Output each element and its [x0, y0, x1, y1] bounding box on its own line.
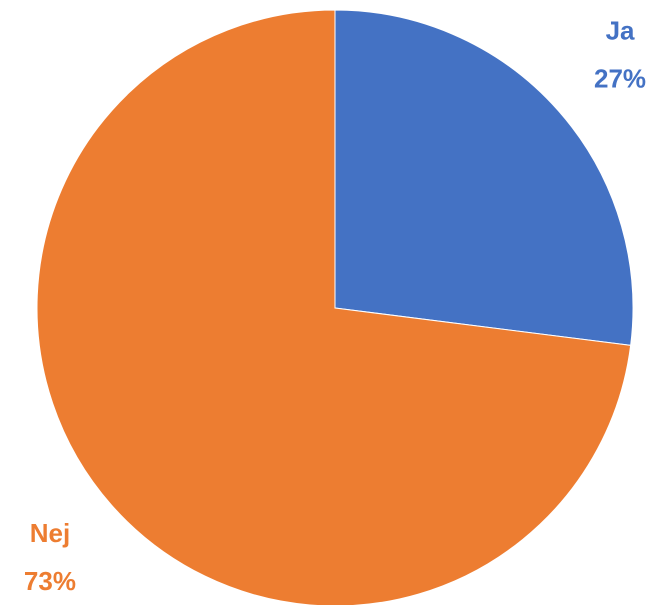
slice-value-label: 73%	[24, 566, 76, 596]
pie-slice	[36, 9, 632, 605]
slice-value-label: 27%	[594, 64, 646, 94]
slice-category-label: Nej	[30, 518, 70, 548]
pie-slice	[334, 9, 634, 346]
slice-category-label: Ja	[606, 16, 635, 46]
